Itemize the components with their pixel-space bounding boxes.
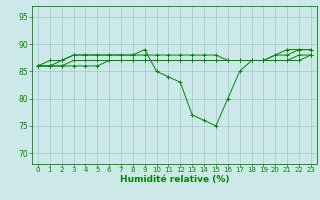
X-axis label: Humidité relative (%): Humidité relative (%) bbox=[120, 175, 229, 184]
